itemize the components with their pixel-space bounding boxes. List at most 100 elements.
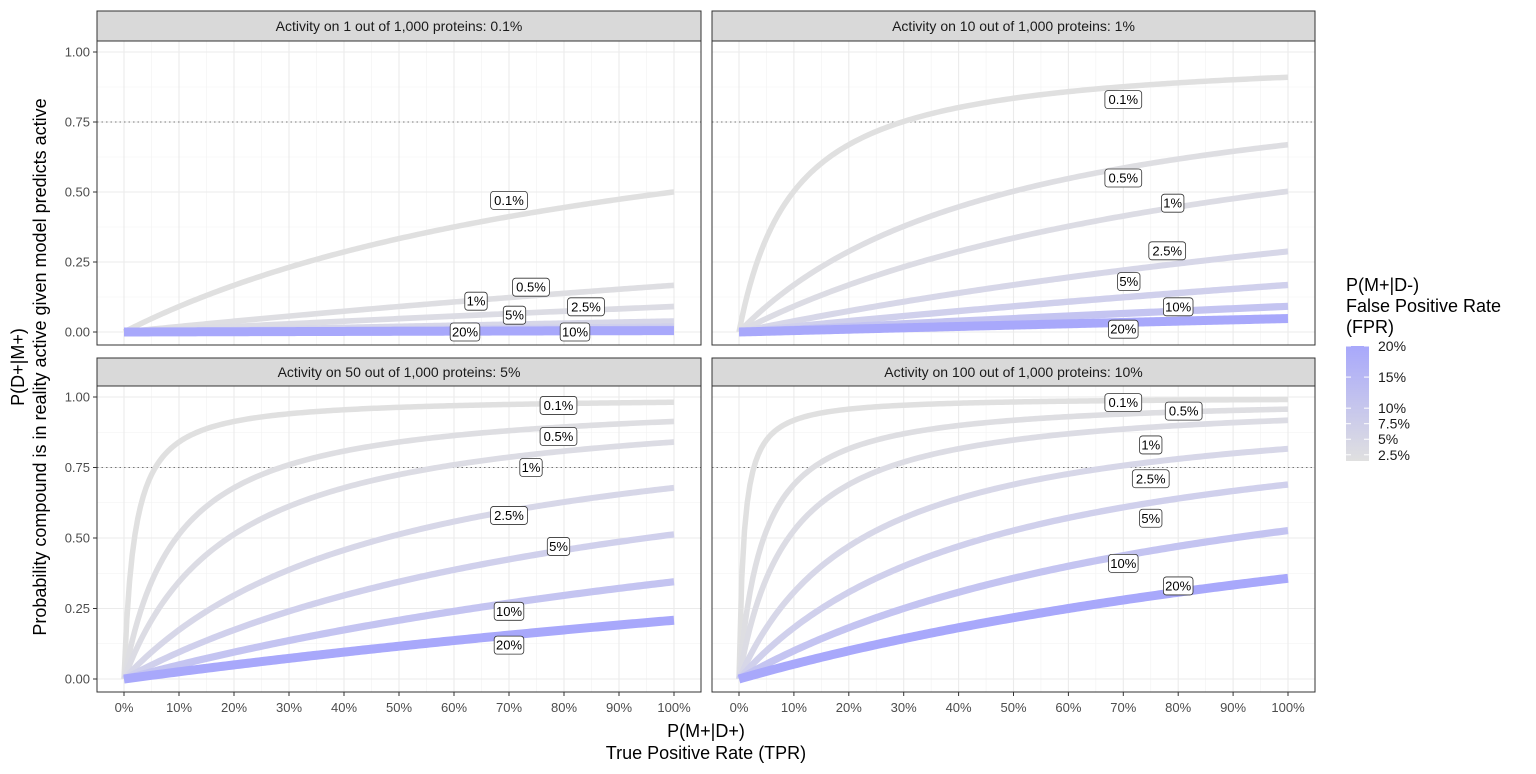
series-label-box bbox=[1161, 193, 1185, 213]
y-tick-label: 0.00 bbox=[65, 672, 90, 687]
x-axis-title: P(M+|D+) True Positive Rate (TPR) bbox=[606, 721, 806, 763]
series-label-box bbox=[1104, 168, 1143, 188]
x-tick-label: 30% bbox=[276, 700, 302, 715]
series-label: 20% bbox=[1108, 319, 1139, 339]
x-tick-label: 60% bbox=[1055, 700, 1081, 715]
series-label-text: 10% bbox=[1165, 299, 1191, 314]
series-label-box bbox=[1104, 393, 1143, 413]
series-label-text: 1% bbox=[1163, 196, 1182, 211]
series-line-fpr-0.5% bbox=[121, 418, 675, 680]
series-label-text: 20% bbox=[452, 325, 478, 340]
series-label-box bbox=[493, 635, 525, 655]
y-axis-title-line2: Probability compound is in reality activ… bbox=[30, 98, 50, 635]
series-line-fpr-2.5% bbox=[738, 248, 1289, 335]
series-label-box bbox=[1117, 272, 1141, 292]
series-label: 0.5% bbox=[1104, 168, 1143, 188]
series-line-fpr-0.1% bbox=[121, 399, 675, 680]
series-label: 5% bbox=[546, 537, 571, 556]
y-tick-label: 1.00 bbox=[65, 45, 90, 60]
y-tick-label: 0.75 bbox=[65, 115, 90, 130]
facet-strip-title: Activity on 1 out of 1,000 proteins: 0.1… bbox=[276, 18, 523, 34]
series-label-text: 2.5% bbox=[1152, 243, 1182, 258]
series-label-box bbox=[1104, 90, 1143, 109]
panel-border bbox=[711, 40, 1316, 346]
series-label: 0.1% bbox=[1104, 393, 1143, 413]
series-label-box bbox=[519, 458, 543, 477]
x-tick-label: 30% bbox=[891, 700, 917, 715]
series-label-text: 1% bbox=[1141, 437, 1160, 452]
series-label: 0.5% bbox=[1164, 401, 1203, 421]
series-label-box bbox=[493, 601, 525, 621]
series-label-text: 0.5% bbox=[516, 280, 546, 295]
series-label: 2.5% bbox=[490, 506, 528, 525]
series-label-text: 20% bbox=[496, 638, 522, 653]
series-label-text: 5% bbox=[549, 539, 568, 554]
legend-tick-label: 7.5% bbox=[1378, 416, 1410, 432]
series-line-fpr-20% bbox=[737, 573, 1290, 684]
x-tick-label: 0% bbox=[730, 700, 749, 715]
series-label-box bbox=[512, 277, 550, 297]
facet-strip bbox=[711, 357, 1316, 387]
series-line-fpr-2.5% bbox=[736, 445, 1289, 681]
series-label-box bbox=[502, 305, 527, 325]
series-label: 10% bbox=[559, 322, 591, 342]
series-label: 0.5% bbox=[539, 427, 578, 446]
series-label-box bbox=[1108, 553, 1139, 573]
facet-panel: Activity on 50 out of 1,000 proteins: 5%… bbox=[65, 357, 702, 715]
series-label-box bbox=[539, 427, 578, 446]
series-label-box bbox=[449, 322, 481, 342]
series-label-text: 2.5% bbox=[1136, 471, 1166, 486]
series-line-fpr-0.5% bbox=[123, 282, 675, 335]
y-tick-label: 0.50 bbox=[65, 531, 90, 546]
series-label-box bbox=[559, 322, 591, 342]
series-label-text: 0.1% bbox=[1108, 395, 1138, 410]
series-line-fpr-20% bbox=[122, 326, 676, 337]
series-label: 1% bbox=[519, 458, 543, 477]
series-label-text: 5% bbox=[1141, 511, 1160, 526]
series-label-box bbox=[1148, 241, 1187, 261]
y-tick-label: 0.25 bbox=[65, 601, 90, 616]
facet-strip-title: Activity on 100 out of 1,000 proteins: 1… bbox=[884, 364, 1142, 380]
legend-title-line1: P(M+|D-) bbox=[1346, 275, 1419, 295]
series-label-text: 0.5% bbox=[1169, 404, 1199, 419]
x-tick-label: 70% bbox=[1110, 700, 1136, 715]
y-tick-label: 0.25 bbox=[65, 255, 90, 270]
series-label-text: 10% bbox=[562, 325, 588, 340]
y-tick-label: 1.00 bbox=[65, 390, 90, 405]
series-label-text: 1% bbox=[467, 294, 486, 309]
series-label: 2.5% bbox=[1131, 469, 1170, 489]
x-tick-label: 20% bbox=[221, 700, 247, 715]
legend-title-line2: False Positive Rate bbox=[1346, 296, 1501, 316]
series-line-fpr-0.1% bbox=[736, 74, 1289, 333]
series-label-text: 2.5% bbox=[494, 508, 524, 523]
facet-panel: Activity on 10 out of 1,000 proteins: 1%… bbox=[711, 10, 1316, 346]
series-label: 10% bbox=[1163, 297, 1194, 317]
series-label: 10% bbox=[493, 601, 525, 621]
series-line-fpr-20% bbox=[122, 615, 676, 684]
x-tick-label: 100% bbox=[1271, 700, 1305, 715]
facet-strip bbox=[96, 10, 702, 42]
series-label: 0.5% bbox=[512, 277, 550, 297]
x-tick-label: 90% bbox=[606, 700, 632, 715]
panel-border bbox=[96, 40, 702, 346]
series-label-box bbox=[490, 190, 528, 210]
facet-strip-title: Activity on 50 out of 1,000 proteins: 5% bbox=[278, 364, 521, 380]
legend-ticks: 20% 15% 10%7.5%5%2.5% bbox=[1346, 338, 1410, 463]
series-label: 1% bbox=[1161, 193, 1185, 213]
facet-strip-title: Activity on 10 out of 1,000 proteins: 1% bbox=[892, 18, 1135, 34]
series-line-fpr-1% bbox=[737, 188, 1289, 335]
x-tick-label: 40% bbox=[331, 700, 357, 715]
y-axis-title: P(D+|M+) Probability compound is in real… bbox=[8, 98, 50, 635]
series-label: 2.5% bbox=[567, 297, 605, 317]
series-label: 20% bbox=[493, 635, 525, 655]
legend-tick-label: 15% bbox=[1378, 369, 1406, 385]
series-label-text: 20% bbox=[1165, 578, 1191, 593]
series-line-fpr-0.1% bbox=[122, 189, 675, 335]
series-label-box bbox=[1139, 508, 1163, 528]
series-label-text: 1% bbox=[522, 460, 541, 475]
x-tick-label: 60% bbox=[441, 700, 467, 715]
y-tick-label: 0.75 bbox=[65, 460, 90, 475]
series-line-fpr-5% bbox=[736, 481, 1289, 682]
x-tick-label: 50% bbox=[1000, 700, 1026, 715]
series-line-fpr-1% bbox=[121, 439, 675, 681]
